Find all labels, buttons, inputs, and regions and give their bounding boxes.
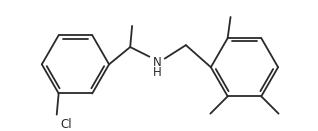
Text: Cl: Cl xyxy=(60,118,72,131)
Text: H: H xyxy=(153,66,162,78)
Text: N: N xyxy=(153,56,162,69)
